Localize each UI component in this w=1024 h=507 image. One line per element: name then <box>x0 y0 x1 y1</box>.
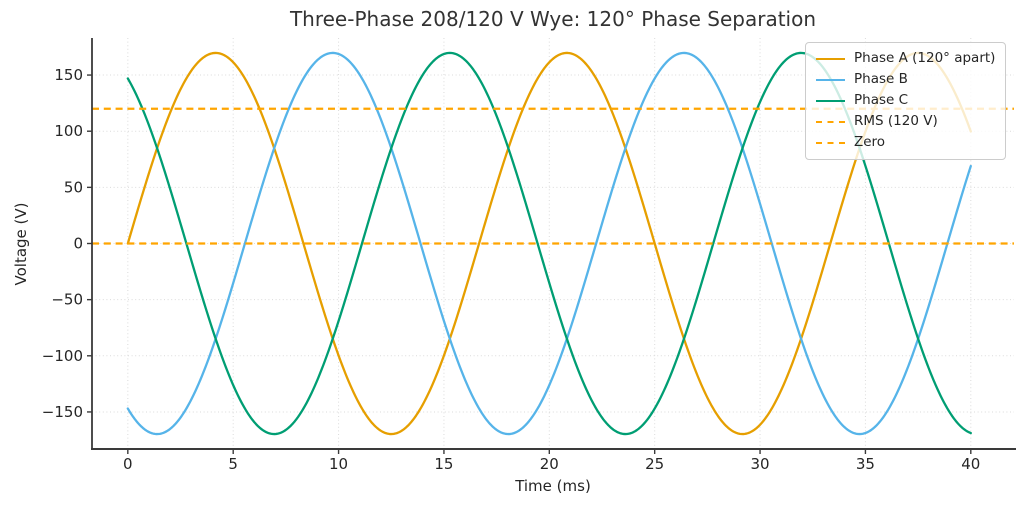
legend-label: RMS (120 V) <box>854 113 938 130</box>
phase-b-line-swatch <box>816 79 845 82</box>
legend-item-phase-b: Phase B <box>816 73 995 87</box>
x-tick-label: 10 <box>329 455 348 473</box>
phase-c-line-swatch <box>816 99 845 102</box>
x-tick-label: 20 <box>540 455 559 473</box>
legend-item-phase-c: Phase C <box>816 94 995 108</box>
y-tick-label: 50 <box>64 178 83 196</box>
x-axis-label: Time (ms) <box>515 477 591 495</box>
chart-title: Three-Phase 208/120 V Wye: 120° Phase Se… <box>289 7 817 31</box>
x-tick-label: 0 <box>123 455 133 473</box>
legend-item-phase-a: Phase A (120° apart) <box>816 52 995 66</box>
zero-line-swatch <box>816 141 845 144</box>
y-tick-label: −150 <box>42 403 83 421</box>
rms-line-swatch <box>816 120 845 123</box>
y-tick-label: 150 <box>54 66 83 84</box>
y-tick-label: −100 <box>42 347 83 365</box>
axis-layer <box>87 38 1016 454</box>
legend-label: Zero <box>854 134 886 151</box>
series-line-phase-b <box>126 51 972 436</box>
legend: Phase A (120° apart) Phase B Phase C RMS… <box>805 42 1006 160</box>
x-tick-label: 35 <box>856 455 875 473</box>
legend-item-zero: Zero <box>816 136 995 150</box>
y-tick-label: 100 <box>54 122 83 140</box>
legend-label: Phase B <box>854 71 908 88</box>
legend-item-rms: RMS (120 V) <box>816 115 995 129</box>
y-axis-label: Voltage (V) <box>12 202 30 286</box>
x-tick-label: 15 <box>434 455 453 473</box>
phase-a-line-swatch <box>816 58 845 61</box>
x-tick-label: 25 <box>645 455 664 473</box>
x-tick-label: 40 <box>961 455 980 473</box>
legend-label: Phase C <box>854 92 909 109</box>
legend-label: Phase A (120° apart) <box>854 50 996 67</box>
y-tick-label: 0 <box>73 235 83 253</box>
x-tick-label: 5 <box>228 455 238 473</box>
y-tick-label: −50 <box>51 291 83 309</box>
x-tick-label: 30 <box>751 455 770 473</box>
tick-layer: 0 5 10 15 20 25 30 35 40 −150 −100 −50 0 50 100 150 <box>42 66 981 473</box>
